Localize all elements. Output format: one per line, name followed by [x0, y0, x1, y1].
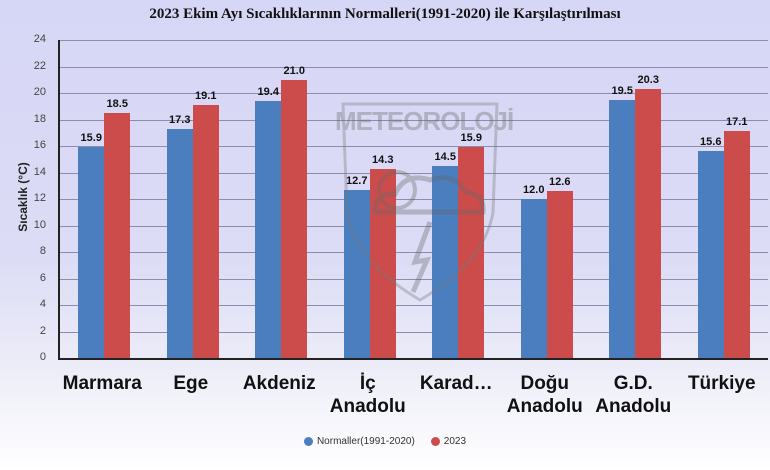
- legend-item: 2023: [430, 436, 467, 447]
- y-tick-label: 24: [33, 33, 46, 45]
- x-category-label: Akdeniz: [229, 372, 329, 395]
- data-label: 17.3: [169, 113, 191, 126]
- gridline: [60, 199, 768, 200]
- legend-label: Normaller(1991-2020): [316, 436, 415, 447]
- x-category-label: Ege: [141, 372, 241, 395]
- y-tick-label: 8: [39, 245, 46, 257]
- bar-normal: [255, 100, 282, 358]
- bar-2023: [546, 191, 573, 358]
- bar-2023: [723, 131, 750, 358]
- bar-normal: [166, 128, 193, 358]
- data-label: 12.7: [346, 174, 368, 187]
- x-category-line: Karad…: [419, 373, 493, 394]
- data-label: 17.1: [726, 116, 748, 129]
- data-label: 20.3: [637, 74, 659, 87]
- data-label: 12.0: [523, 184, 545, 196]
- bar-normal: [432, 165, 459, 358]
- bar-normal: [343, 189, 370, 358]
- data-label: 15.6: [700, 136, 722, 149]
- bar-normal: [609, 99, 636, 358]
- data-label: 14.5: [434, 150, 456, 163]
- bar-normal: [697, 151, 724, 358]
- gridline: [60, 146, 768, 147]
- plot-area: 15.9 18.5 17.3 19.1 19.4 21.0 12.7 14.3 14.5 15.9…: [58, 40, 768, 360]
- gridline: [60, 40, 768, 41]
- x-category-line: İç: [359, 373, 376, 394]
- gridline: [60, 252, 768, 253]
- legend-dot-icon: [430, 436, 440, 446]
- y-tick-label: 16: [33, 139, 46, 151]
- bar-2023: [635, 89, 662, 358]
- gridline: [60, 172, 768, 174]
- data-label: 19.1: [195, 89, 217, 102]
- x-category-line: Akdeniz: [242, 373, 316, 394]
- bar-normal: [520, 199, 547, 358]
- y-tick-label: 4: [39, 298, 46, 310]
- y-tick-label: 18: [33, 112, 46, 125]
- x-category-label: İç Anadolu: [318, 372, 418, 418]
- data-label: 19.4: [257, 85, 279, 98]
- y-tick-label: 14: [33, 165, 46, 178]
- x-category-label: Karad…: [406, 372, 506, 395]
- y-tick-label: 0: [39, 351, 46, 363]
- y-tick-label: 20: [33, 86, 46, 98]
- bar-normal: [78, 147, 105, 358]
- x-category-line: Marmara: [62, 373, 142, 394]
- gridline: [60, 278, 768, 280]
- x-category-label: Doğu Anadolu: [495, 372, 595, 418]
- x-category-label: G.D. Anadolu: [583, 372, 683, 418]
- bar-2023: [369, 168, 396, 358]
- x-category-line: Türkiye: [687, 373, 756, 394]
- y-tick-label: 10: [33, 218, 46, 231]
- gridline: [60, 93, 768, 94]
- gridline: [60, 119, 768, 121]
- x-category-line: Anadolu: [506, 396, 583, 417]
- y-tick-label: 22: [33, 59, 46, 72]
- x-category-line: Anadolu: [329, 396, 406, 417]
- legend: Normaller(1991-2020) 2023: [0, 436, 770, 447]
- y-tick-label: 2: [39, 324, 46, 337]
- data-label: 15.9: [80, 132, 102, 145]
- x-category-label: Marmara: [52, 372, 152, 395]
- x-category-line: Ege: [173, 373, 209, 394]
- gridline: [60, 331, 768, 333]
- bar-2023: [281, 79, 308, 358]
- y-tick-label: 12: [33, 192, 46, 204]
- gridline: [60, 305, 768, 306]
- x-category-line: Anadolu: [595, 396, 672, 417]
- bar-2023: [104, 112, 131, 358]
- data-label: 14.3: [372, 153, 394, 166]
- gridline: [60, 66, 768, 68]
- data-label: 21.0: [283, 64, 305, 77]
- gridline: [60, 225, 768, 227]
- legend-label: 2023: [443, 436, 467, 447]
- data-label: 18.5: [106, 97, 128, 110]
- data-label: 19.5: [611, 84, 633, 97]
- data-label: 15.9: [460, 132, 482, 145]
- data-label: 12.6: [549, 176, 571, 189]
- x-category-line: Doğu: [520, 373, 570, 394]
- bar-2023: [458, 147, 485, 358]
- legend-item: Normaller(1991-2020): [303, 436, 415, 447]
- chart-title: 2023 Ekim Ayı Sıcaklıklarının Normalleri…: [149, 6, 621, 22]
- legend-dot-icon: [303, 436, 313, 446]
- x-category-label: Türkiye: [672, 372, 770, 395]
- x-category-line: G.D.: [613, 373, 653, 394]
- bar-2023: [192, 104, 219, 358]
- y-tick-label: 6: [39, 271, 46, 284]
